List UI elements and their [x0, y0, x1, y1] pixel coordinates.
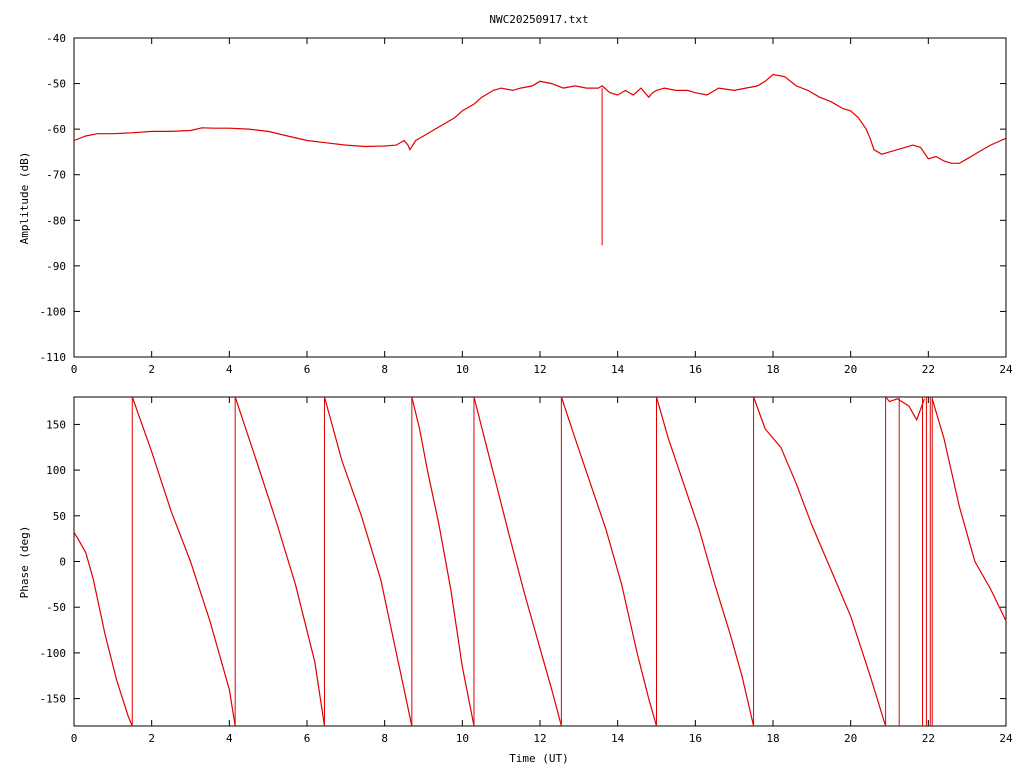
phase-xtick-label: 16 [689, 732, 702, 745]
phase-plot-frame [73, 396, 1007, 727]
amplitude-ytick-label: -70 [46, 169, 66, 182]
amplitude-ytick-label: -110 [40, 351, 67, 364]
phase-ytick-label: 100 [46, 464, 66, 477]
amplitude-ytick-label: -80 [46, 214, 66, 227]
amplitude-xtick-label: 18 [766, 363, 779, 376]
amplitude-ylabel: Amplitude (dB) [18, 152, 31, 245]
amplitude-ytick-label: -60 [46, 123, 66, 136]
phase-series [73, 396, 1007, 727]
phase-xtick-label: 18 [766, 732, 779, 745]
amplitude-xtick-label: 4 [226, 363, 233, 376]
amplitude-ytick-label: -100 [40, 305, 67, 318]
phase-segment [323, 396, 413, 727]
phase-xtick-label: 2 [148, 732, 155, 745]
amplitude-xtick-label: 2 [148, 363, 155, 376]
phase-segment [411, 396, 475, 727]
amplitude-xtick-label: 0 [71, 363, 78, 376]
phase-ytick-label: 150 [46, 418, 66, 431]
phase-segment [473, 396, 562, 727]
phase-xlabel: Time (UT) [509, 752, 569, 765]
phase-xtick-label: 8 [381, 732, 388, 745]
amplitude-xtick-label: 8 [381, 363, 388, 376]
amplitude-ytick-label: -40 [46, 32, 66, 45]
phase-xtick-label: 0 [71, 732, 78, 745]
phase-ytick-label: 50 [53, 510, 66, 523]
phase-segment [73, 531, 133, 727]
phase-xtick-label: 22 [922, 732, 935, 745]
amplitude-xtick-label: 22 [922, 363, 935, 376]
phase-segment [655, 396, 755, 727]
phase-segment [131, 396, 236, 727]
phase-ytick-label: 0 [59, 556, 66, 569]
amplitude-panel: Amplitude (dB) 0 2 4 6 8 10 12 14 16 18 20 22 24-110… [18, 32, 1013, 376]
phase-xtick-label: 10 [456, 732, 469, 745]
amplitude-xtick-label: 16 [689, 363, 702, 376]
amplitude-xtick-label: 14 [611, 363, 625, 376]
phase-xtick-label: 14 [611, 732, 625, 745]
phase-ytick-label: -150 [40, 693, 67, 706]
phase-ytick-label: -100 [40, 647, 67, 660]
phase-axis-ticks: 0 2 4 6 8 10 12 14 16 18 20 22 24-150-100-5005010015… [40, 397, 1013, 745]
amplitude-ytick-label: -50 [46, 78, 66, 91]
amplitude-xtick-label: 10 [456, 363, 469, 376]
phase-xtick-label: 20 [844, 732, 857, 745]
phase-ylabel: Phase (deg) [18, 526, 31, 599]
phase-xtick-label: 4 [226, 732, 233, 745]
chart-title: NWC20250917.txt [489, 13, 588, 26]
amplitude-line [73, 73, 1007, 164]
amplitude-xtick-label: 12 [533, 363, 546, 376]
phase-panel: Phase (deg) Time (UT) 0 2 4 6 8 10 12 14 16 18 20 2… [18, 396, 1013, 765]
phase-xtick-label: 12 [533, 732, 546, 745]
phase-segment [885, 396, 925, 422]
amplitude-xtick-label: 6 [304, 363, 311, 376]
phase-segment [234, 396, 326, 727]
amplitude-plot-frame [73, 37, 1007, 358]
phase-segment [753, 396, 887, 727]
amplitude-ytick-label: -90 [46, 260, 66, 273]
phase-segment [560, 396, 658, 727]
phase-xtick-label: 24 [999, 732, 1013, 745]
amplitude-axis-ticks: 0 2 4 6 8 10 12 14 16 18 20 22 24-110-100-90-80-70-6… [40, 32, 1013, 376]
phase-ytick-label: -50 [46, 601, 66, 614]
amplitude-xtick-label: 20 [844, 363, 857, 376]
amplitude-series [73, 73, 1007, 246]
amplitude-xtick-label: 24 [999, 363, 1013, 376]
phase-segment [931, 398, 1007, 622]
phase-xtick-label: 6 [304, 732, 311, 745]
